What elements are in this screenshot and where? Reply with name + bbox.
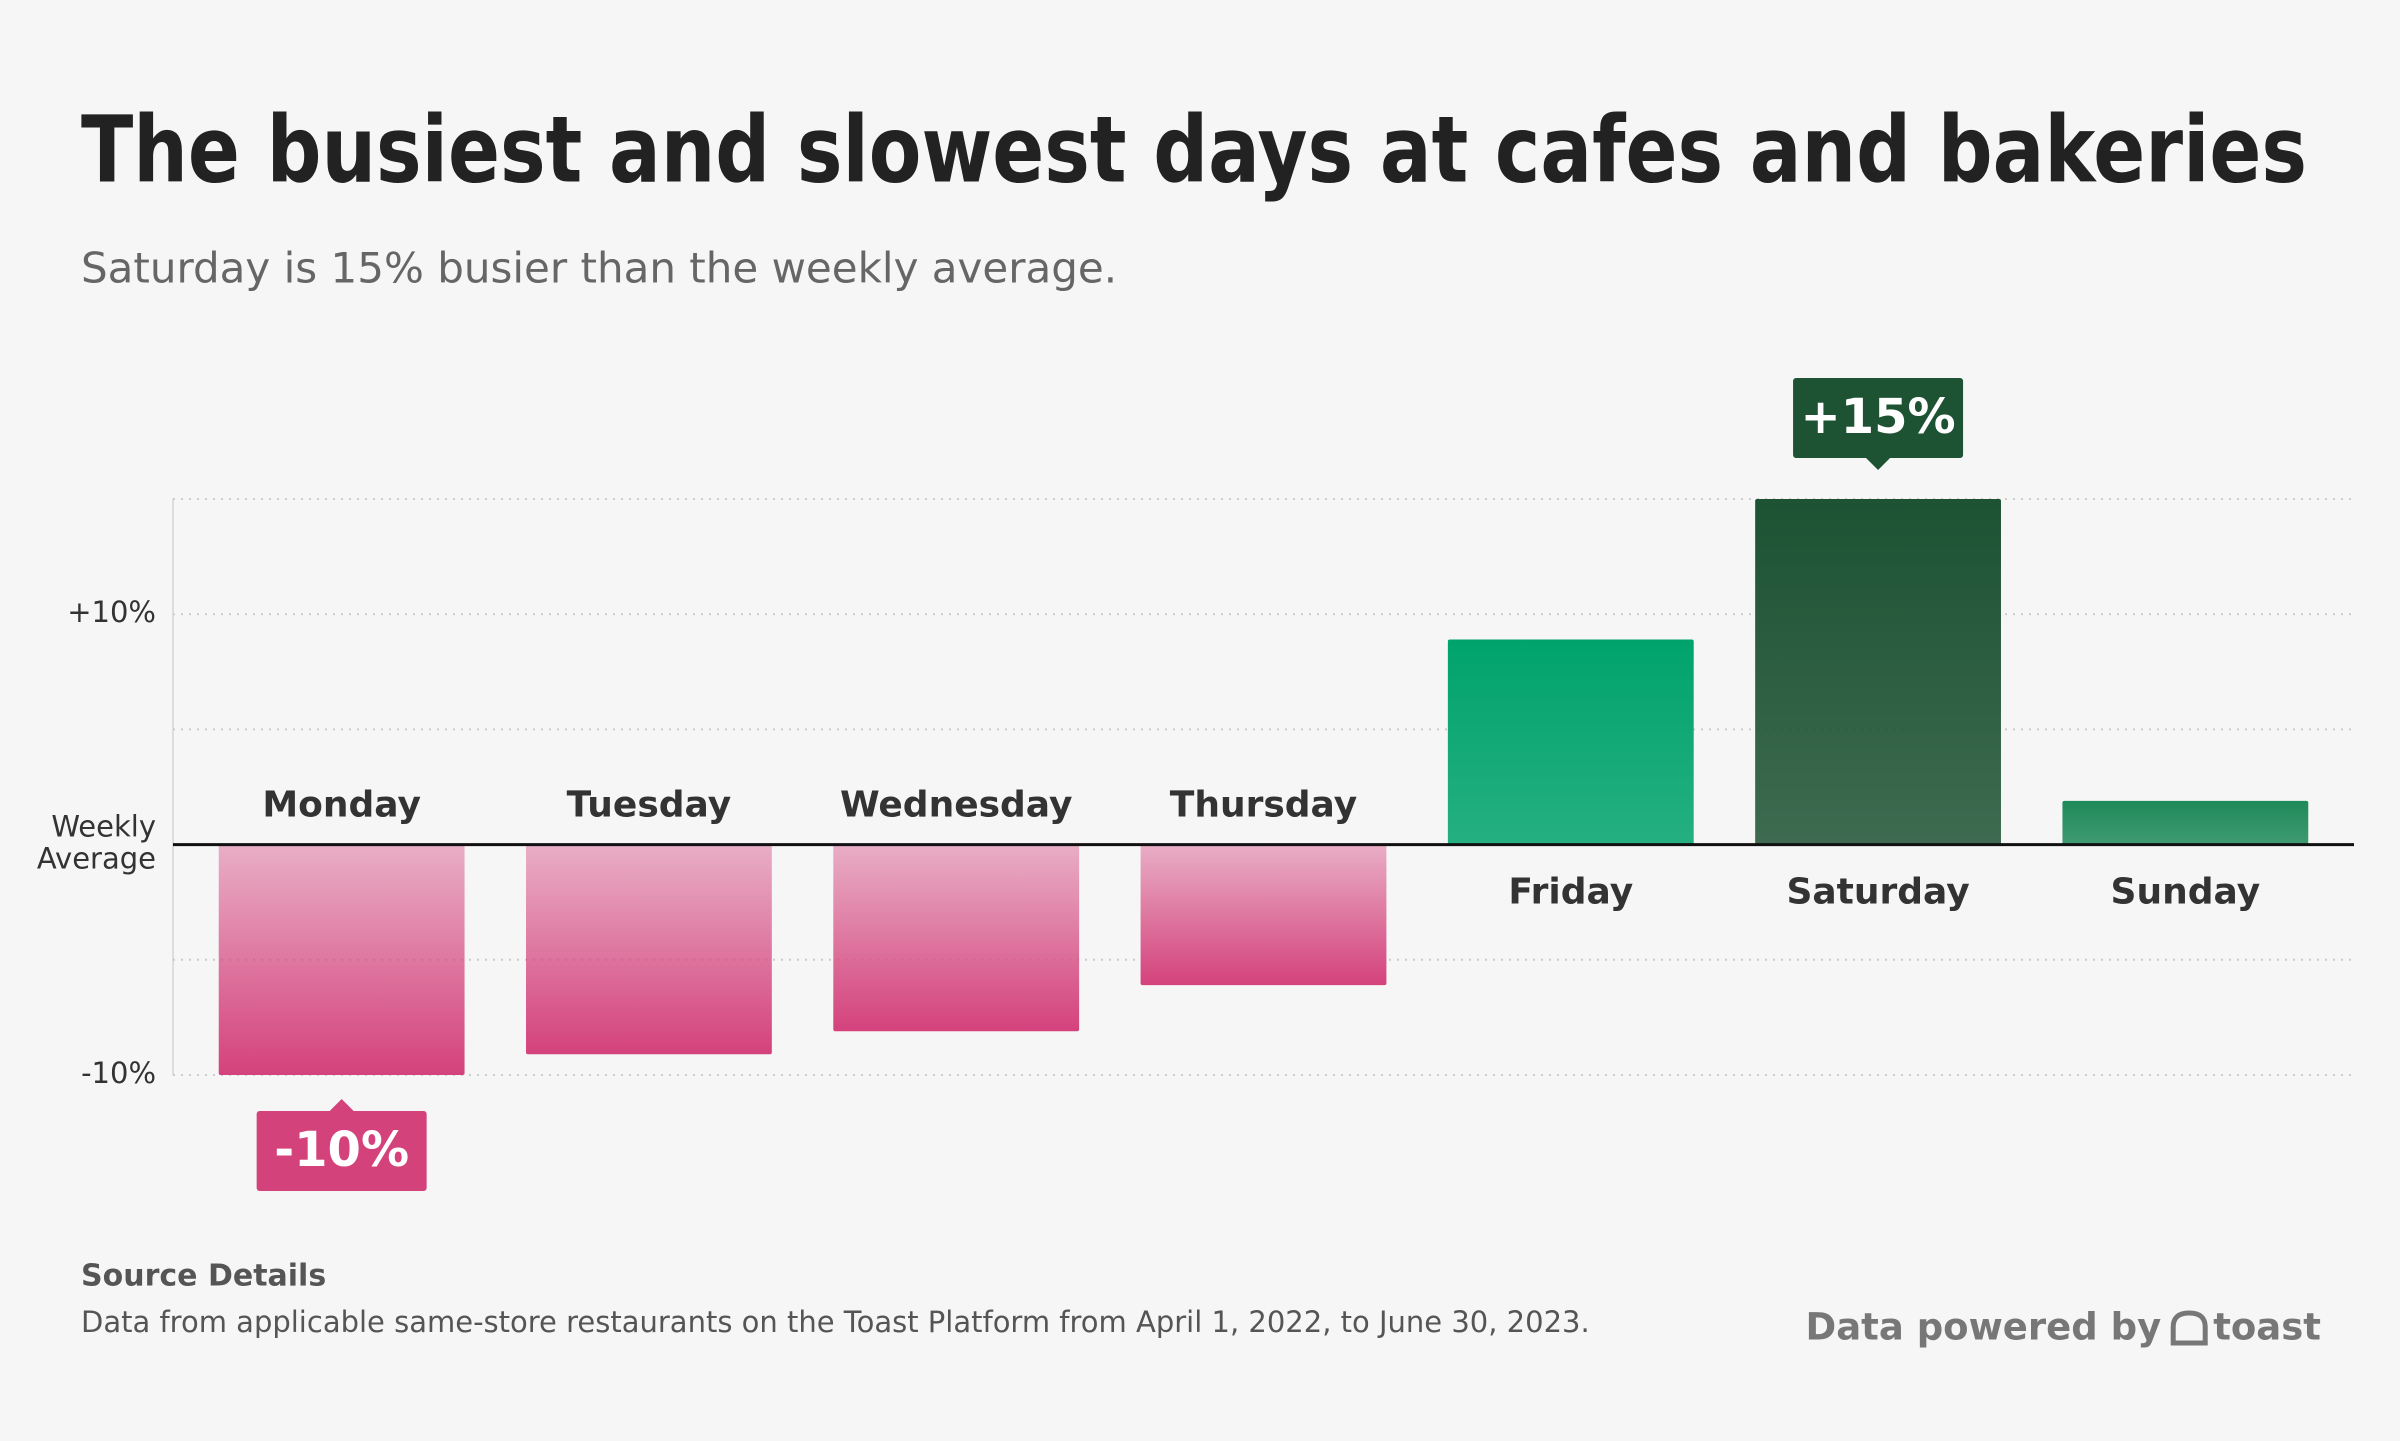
bar: [833, 844, 1080, 1032]
x-tick-label: Tuesday: [567, 785, 732, 826]
y-tick-label: Weekly Average: [37, 810, 156, 876]
callout-pointer: [1866, 458, 1891, 470]
bar: [526, 844, 772, 1055]
data-label: +15%: [1801, 389, 1956, 445]
credit: Data powered by: [1805, 1306, 2161, 1349]
source-title: Source Details: [81, 1259, 326, 1294]
x-tick-label: Thursday: [1170, 785, 1357, 826]
y-tick-label: +10%: [67, 595, 156, 629]
brand-logo: [2170, 1310, 2208, 1346]
chart-subtitle: Saturday is 15% busier than the weekly a…: [81, 244, 1117, 293]
callout-pointer: [329, 1099, 354, 1111]
x-tick-label: Monday: [262, 785, 421, 826]
x-tick-label: Saturday: [1786, 872, 1969, 913]
x-tick-label: Friday: [1508, 872, 1633, 913]
y-tick-label: -10%: [81, 1056, 156, 1090]
bar: [2062, 800, 2309, 845]
x-tick-label: Sunday: [2111, 872, 2261, 913]
x-tick-label: Wednesday: [840, 785, 1073, 826]
bar: [1140, 844, 1387, 986]
bar: [1755, 499, 2001, 845]
brand: toast: [2213, 1306, 2321, 1349]
bar: [218, 844, 465, 1075]
source-note: Data from applicable same-store restaura…: [81, 1305, 1590, 1339]
callout-box: [1793, 378, 1964, 458]
bar: [1447, 639, 1694, 845]
callout-box: [256, 1111, 427, 1191]
chart-title: The busiest and slowest days at cafes an…: [81, 96, 2307, 203]
data-label: -10%: [274, 1122, 409, 1178]
